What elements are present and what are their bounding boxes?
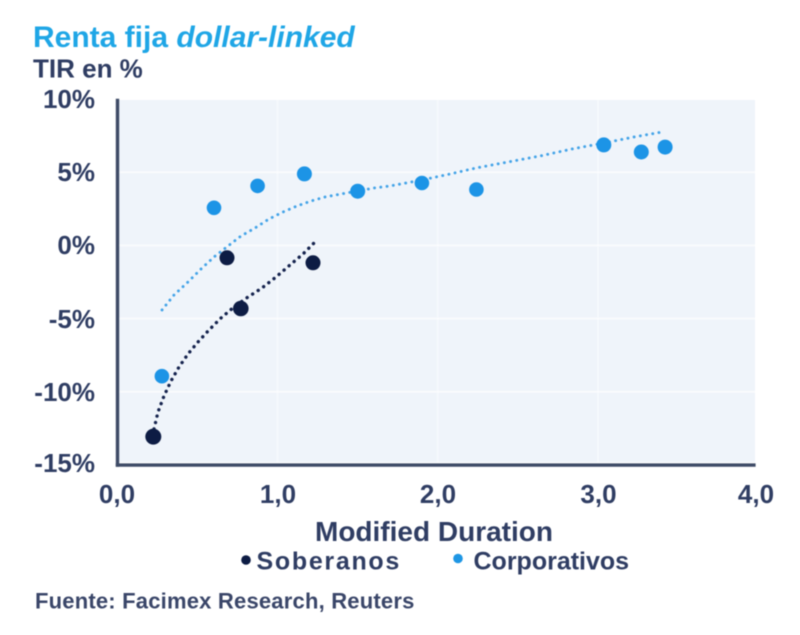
- svg-text:1,0: 1,0: [260, 479, 296, 509]
- svg-text:3,0: 3,0: [580, 479, 616, 509]
- svg-text:-15%: -15%: [34, 448, 95, 478]
- svg-text:-5%: -5%: [49, 304, 95, 334]
- svg-text:0%: 0%: [57, 230, 95, 260]
- svg-text:Soberanos: Soberanos: [257, 548, 402, 576]
- svg-text:Fuente: Facimex Research, Reut: Fuente: Facimex Research, Reuters: [35, 589, 415, 614]
- svg-text:4,0: 4,0: [738, 479, 774, 509]
- svg-text:5%: 5%: [57, 157, 95, 187]
- svg-text:Modified Duration: Modified Duration: [315, 516, 553, 547]
- svg-text:0,0: 0,0: [99, 479, 135, 509]
- svg-text:TIR en %: TIR en %: [33, 54, 143, 84]
- svg-text:-10%: -10%: [34, 377, 95, 407]
- svg-text:Corporativos: Corporativos: [474, 548, 630, 576]
- svg-text:Renta fija dollar-linked: Renta fija dollar-linked: [33, 21, 355, 54]
- svg-text:10%: 10%: [43, 84, 95, 114]
- svg-text:2,0: 2,0: [420, 479, 456, 509]
